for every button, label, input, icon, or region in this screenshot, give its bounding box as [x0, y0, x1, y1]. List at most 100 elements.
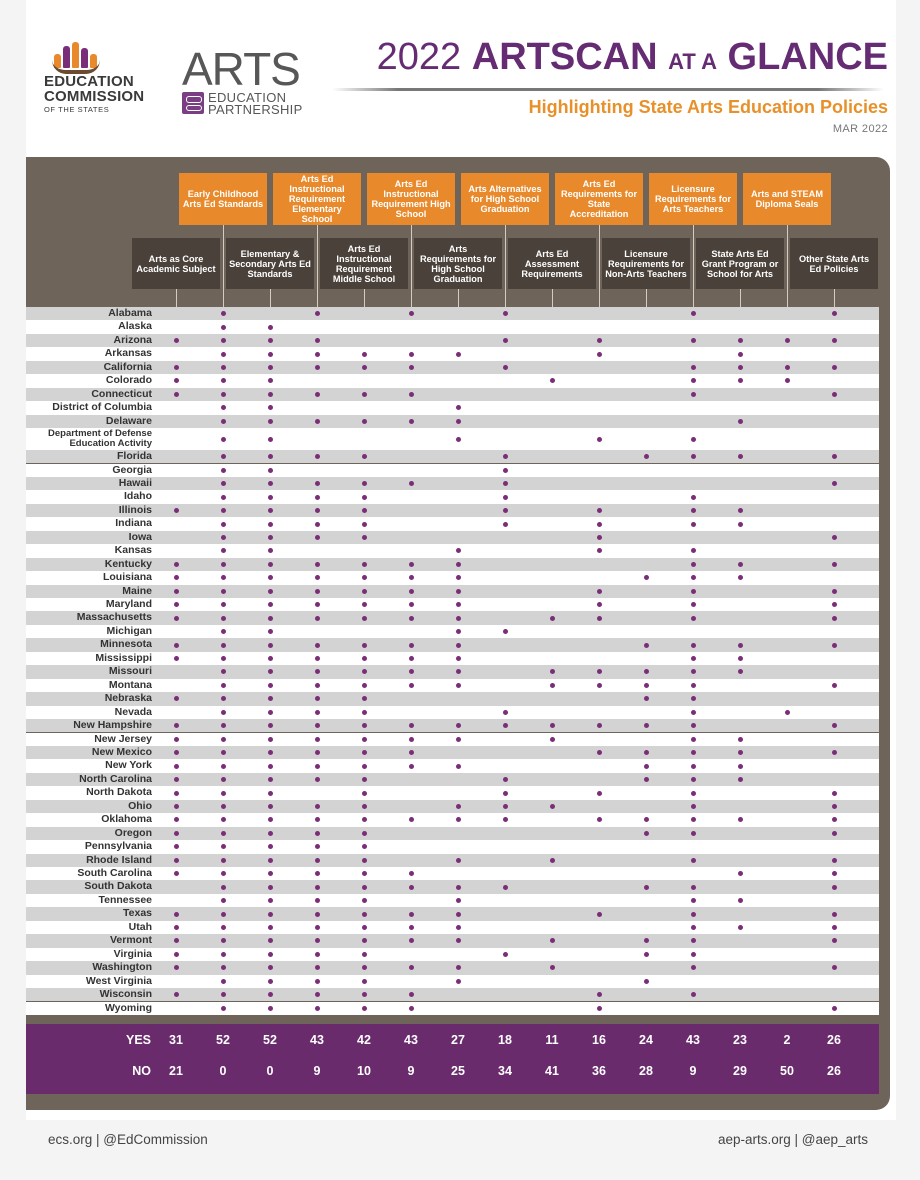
policy-dot [737, 898, 743, 904]
policy-dot [267, 324, 273, 330]
policy-dot [690, 750, 696, 756]
table-row: Washington [26, 961, 879, 975]
state-name: Wyoming [104, 1001, 152, 1014]
policy-dot [361, 494, 367, 500]
policy-dot [220, 992, 226, 998]
policy-dot [173, 857, 179, 863]
policy-dot [455, 938, 461, 944]
policy-dot [408, 391, 414, 397]
no-count: 10 [357, 1064, 371, 1078]
policy-dot [502, 508, 508, 514]
policy-dot [361, 884, 367, 890]
policy-dot [455, 588, 461, 594]
policy-dot [361, 925, 367, 931]
table-row: Connecticut [26, 387, 879, 402]
policy-dot [737, 817, 743, 823]
policy-dot [549, 723, 555, 729]
policy-dot [173, 844, 179, 850]
policy-dot [173, 938, 179, 944]
column-stem [740, 289, 741, 307]
policy-dot [361, 508, 367, 514]
table-row: Maryland [26, 598, 879, 612]
policy-dot [596, 534, 602, 540]
policy-dot [408, 965, 414, 971]
policy-dot [220, 351, 226, 357]
policy-dot [408, 763, 414, 769]
policy-dot [267, 642, 273, 648]
policy-dot [314, 615, 320, 621]
policy-dot [220, 898, 226, 904]
policy-dot [361, 1005, 367, 1011]
policy-dot [737, 871, 743, 877]
policy-dot [220, 561, 226, 567]
policy-dot [643, 777, 649, 783]
policy-dot [267, 790, 273, 796]
policy-dot [314, 669, 320, 675]
table-row: Ohio [26, 799, 879, 814]
state-name: Iowa [128, 530, 152, 543]
policy-dot [831, 338, 837, 344]
policy-dot [831, 642, 837, 648]
footer-aep: aep-arts.org | @aep_arts [717, 1132, 868, 1147]
policy-dot [690, 817, 696, 823]
yes-count: 2 [783, 1033, 791, 1047]
policy-dot [220, 709, 226, 715]
policy-dot [267, 378, 273, 384]
column-header: Arts and STEAM Diploma Seals [743, 173, 831, 225]
state-name: Ohio [128, 799, 152, 812]
policy-dot [408, 602, 414, 608]
policy-dot [549, 682, 555, 688]
table-row: Wisconsin [26, 988, 879, 1002]
table-row: Department of Defense Education Activity [26, 428, 879, 451]
policy-dot [690, 378, 696, 384]
state-name: Montana [108, 678, 152, 691]
policy-dot [361, 790, 367, 796]
policy-dot [220, 871, 226, 877]
table-row: Georgia [26, 463, 879, 477]
policy-dot [267, 365, 273, 371]
policy-dot [502, 467, 508, 473]
policy-dot [314, 911, 320, 917]
column-header: Arts Requirements for High School Gradua… [414, 238, 502, 289]
policy-dot [314, 521, 320, 527]
policy-dot [173, 871, 179, 877]
table-row: North Dakota [26, 786, 879, 800]
policy-dot [455, 351, 461, 357]
policy-dot [455, 629, 461, 635]
policy-dot [220, 629, 226, 635]
policy-dot [173, 736, 179, 742]
policy-dot [173, 615, 179, 621]
policy-dot [361, 857, 367, 863]
state-name: Florida [116, 450, 152, 463]
state-name: Arkansas [104, 347, 152, 360]
policy-dot [314, 736, 320, 742]
policy-dot [455, 405, 461, 411]
policy-dot [690, 615, 696, 621]
table-row: Florida [26, 450, 879, 464]
policy-dot [455, 898, 461, 904]
policy-dot [267, 898, 273, 904]
policy-dot [267, 709, 273, 715]
state-name: North Dakota [86, 786, 152, 799]
policy-dot [361, 481, 367, 487]
state-name: New York [105, 759, 152, 772]
policy-dot [643, 682, 649, 688]
state-name: South Carolina [77, 867, 152, 879]
policy-dot [267, 871, 273, 877]
policy-dot [831, 534, 837, 540]
policy-dot [690, 965, 696, 971]
policy-dot [455, 669, 461, 675]
policy-dot [314, 365, 320, 371]
column-stem [317, 225, 318, 307]
policy-dot [267, 803, 273, 809]
policy-dot [408, 575, 414, 581]
policy-dot [831, 750, 837, 756]
policy-dot [314, 351, 320, 357]
policy-dot [502, 629, 508, 635]
policy-dot [267, 763, 273, 769]
policy-dot [549, 378, 555, 384]
no-count: 25 [451, 1064, 465, 1078]
column-header: Arts Ed Instructional Requirement High S… [367, 173, 455, 225]
policy-dot [596, 615, 602, 621]
policy-dot [596, 436, 602, 442]
